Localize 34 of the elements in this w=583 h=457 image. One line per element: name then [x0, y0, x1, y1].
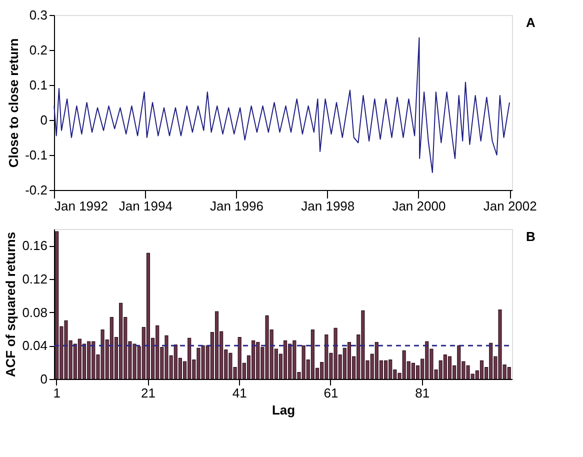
y-tick-label: -0.1	[25, 148, 48, 162]
y-tick-label: 0.12	[22, 272, 48, 286]
x-tick-label: Jan 2002	[483, 198, 537, 214]
x-tick-label: 61	[324, 386, 338, 400]
bar	[214, 311, 219, 380]
text: B	[526, 229, 536, 244]
y-tick-label: 0.3	[29, 8, 48, 22]
x-axis-title: Lag	[272, 402, 296, 418]
y-axis-title: Close to close return	[6, 38, 22, 168]
bar	[347, 342, 352, 380]
x-tick-label: 41	[232, 386, 247, 400]
y-tick-label: 0.04	[22, 338, 48, 354]
y-tick-label: -0.2	[25, 182, 48, 198]
y-tick-label: 0	[40, 112, 48, 128]
x-tick-label: 81	[415, 386, 430, 400]
bar	[480, 360, 484, 380]
x-tick-label: Jan 1996	[210, 198, 264, 214]
y-tick-label: 0.16	[22, 238, 48, 254]
x-tick-label: Jan 1994	[118, 198, 172, 214]
bar	[507, 367, 511, 380]
x-tick-label: 1	[53, 386, 60, 400]
y-tick-label: 0.1	[29, 78, 48, 92]
x-tick-label: Jan 1998	[301, 198, 355, 214]
x-tick-label: Jan 1992	[54, 198, 108, 214]
y-tick-label: 0.2	[29, 42, 48, 58]
bar	[448, 356, 452, 380]
y-tick-label: 0	[40, 372, 48, 386]
y-axis-title: ACF of squared returns	[3, 232, 18, 378]
x-tick-label: 21	[140, 386, 156, 400]
y-tick-label: 0.08	[22, 304, 48, 320]
bar	[146, 252, 150, 380]
x-tick-label: Jan 2000	[392, 198, 446, 214]
line-series	[54, 37, 510, 173]
text: A	[526, 15, 536, 30]
